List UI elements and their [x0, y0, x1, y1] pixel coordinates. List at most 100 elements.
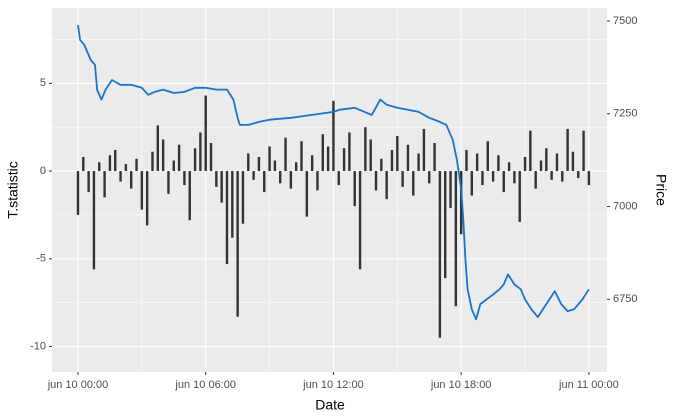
- bar: [459, 171, 463, 235]
- bar: [289, 171, 293, 189]
- bar: [183, 171, 186, 186]
- bar: [140, 171, 144, 210]
- bar: [561, 171, 564, 182]
- bar: [454, 171, 458, 307]
- bar: [135, 158, 138, 172]
- bar: [550, 171, 553, 180]
- bar: [374, 171, 378, 191]
- bar: [507, 162, 511, 172]
- bar: [87, 171, 90, 193]
- y2-tick-label: 7500: [613, 15, 637, 27]
- bar: [119, 171, 122, 182]
- bar: [582, 130, 585, 172]
- x-tick-label: jun 10 06:00: [174, 379, 236, 391]
- bar: [204, 95, 207, 172]
- bar: [225, 171, 229, 265]
- bar: [412, 171, 415, 196]
- bar: [433, 142, 436, 172]
- bar: [209, 142, 213, 172]
- bar: [305, 171, 309, 217]
- bar: [92, 171, 96, 270]
- bar: [268, 146, 271, 172]
- bar: [390, 149, 394, 172]
- bar: [353, 171, 356, 207]
- bar: [523, 157, 527, 172]
- bar: [103, 171, 106, 198]
- bar: [284, 137, 287, 172]
- bar: [422, 128, 426, 172]
- y-tick-label: 0: [40, 165, 46, 177]
- bar: [587, 171, 591, 186]
- bar: [396, 135, 399, 172]
- bar: [247, 153, 250, 172]
- y-tick-label: -10: [30, 340, 46, 352]
- bar: [502, 171, 505, 193]
- bar: [369, 139, 372, 172]
- bar: [82, 157, 85, 172]
- bar: [124, 164, 128, 172]
- bar: [358, 171, 362, 270]
- y2-tick-label: 6750: [613, 293, 637, 305]
- bar: [215, 171, 218, 187]
- x-tick-label: jun 10 18:00: [430, 379, 492, 391]
- bar: [337, 171, 340, 186]
- bar: [491, 171, 495, 182]
- bar: [199, 132, 202, 172]
- bar: [545, 148, 548, 172]
- x-tick-label: jun 10 12:00: [302, 379, 364, 391]
- bar: [151, 151, 154, 172]
- bar: [310, 155, 314, 172]
- bar: [406, 144, 410, 172]
- bar: [172, 160, 175, 172]
- bar: [236, 171, 239, 317]
- bar: [273, 160, 277, 172]
- bar: [145, 171, 149, 226]
- price-line: [77, 24, 590, 321]
- bar: [475, 153, 479, 172]
- bar: [241, 171, 245, 224]
- bar: [76, 171, 80, 215]
- y-tick-label: 5: [40, 77, 46, 89]
- bar: [316, 171, 319, 191]
- bar: [428, 171, 431, 184]
- bar: [252, 171, 255, 180]
- bar: [534, 171, 537, 189]
- bar: [279, 171, 282, 184]
- bar: [98, 162, 101, 172]
- bar: [364, 127, 367, 172]
- bar: [465, 149, 468, 172]
- bar: [108, 155, 112, 172]
- bar: [114, 149, 117, 172]
- bar: [129, 171, 133, 189]
- bar: [444, 171, 447, 279]
- bar: [326, 146, 330, 172]
- bar: [486, 141, 489, 172]
- y-axis-title: T.statistic: [5, 161, 21, 219]
- bar: [417, 153, 420, 172]
- y2-tick-label: 7000: [613, 200, 637, 212]
- bar: [188, 171, 191, 221]
- bar: [332, 100, 335, 172]
- bar: [231, 171, 234, 238]
- bar: [518, 171, 521, 222]
- bar: [348, 132, 351, 172]
- bar: [193, 148, 197, 172]
- bar: [438, 171, 442, 338]
- bar: [401, 171, 404, 187]
- bar: [566, 128, 569, 172]
- bar: [529, 130, 532, 172]
- bar: [497, 155, 500, 172]
- bar: [385, 171, 388, 200]
- bar: [156, 125, 160, 172]
- x-tick-label: jun 11 00:00: [558, 379, 619, 391]
- x-tick-label: jun 10 00:00: [47, 379, 109, 391]
- bar: [177, 144, 181, 172]
- bar: [380, 158, 383, 172]
- bar: [257, 157, 261, 172]
- bar: [263, 171, 266, 193]
- y2-axis-title: Price: [653, 174, 669, 206]
- bar: [513, 171, 516, 184]
- bar: [167, 171, 170, 194]
